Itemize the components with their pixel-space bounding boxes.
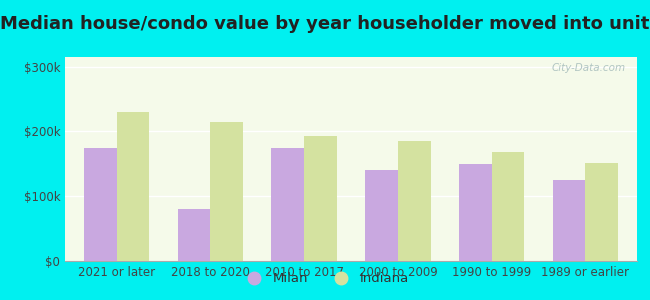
Text: Median house/condo value by year householder moved into unit: Median house/condo value by year househo… <box>0 15 650 33</box>
Bar <box>177 209 211 261</box>
Bar <box>211 122 243 261</box>
Bar <box>271 148 304 261</box>
Bar <box>365 170 398 261</box>
Text: City-Data.com: City-Data.com <box>551 63 625 73</box>
Legend: Milan, Indiana: Milan, Indiana <box>236 267 414 290</box>
Bar <box>586 163 618 261</box>
Bar <box>491 152 525 261</box>
Bar <box>304 136 337 261</box>
Bar <box>552 180 586 261</box>
Bar <box>398 141 431 261</box>
Bar <box>459 164 491 261</box>
Bar <box>84 148 116 261</box>
Bar <box>116 112 150 261</box>
